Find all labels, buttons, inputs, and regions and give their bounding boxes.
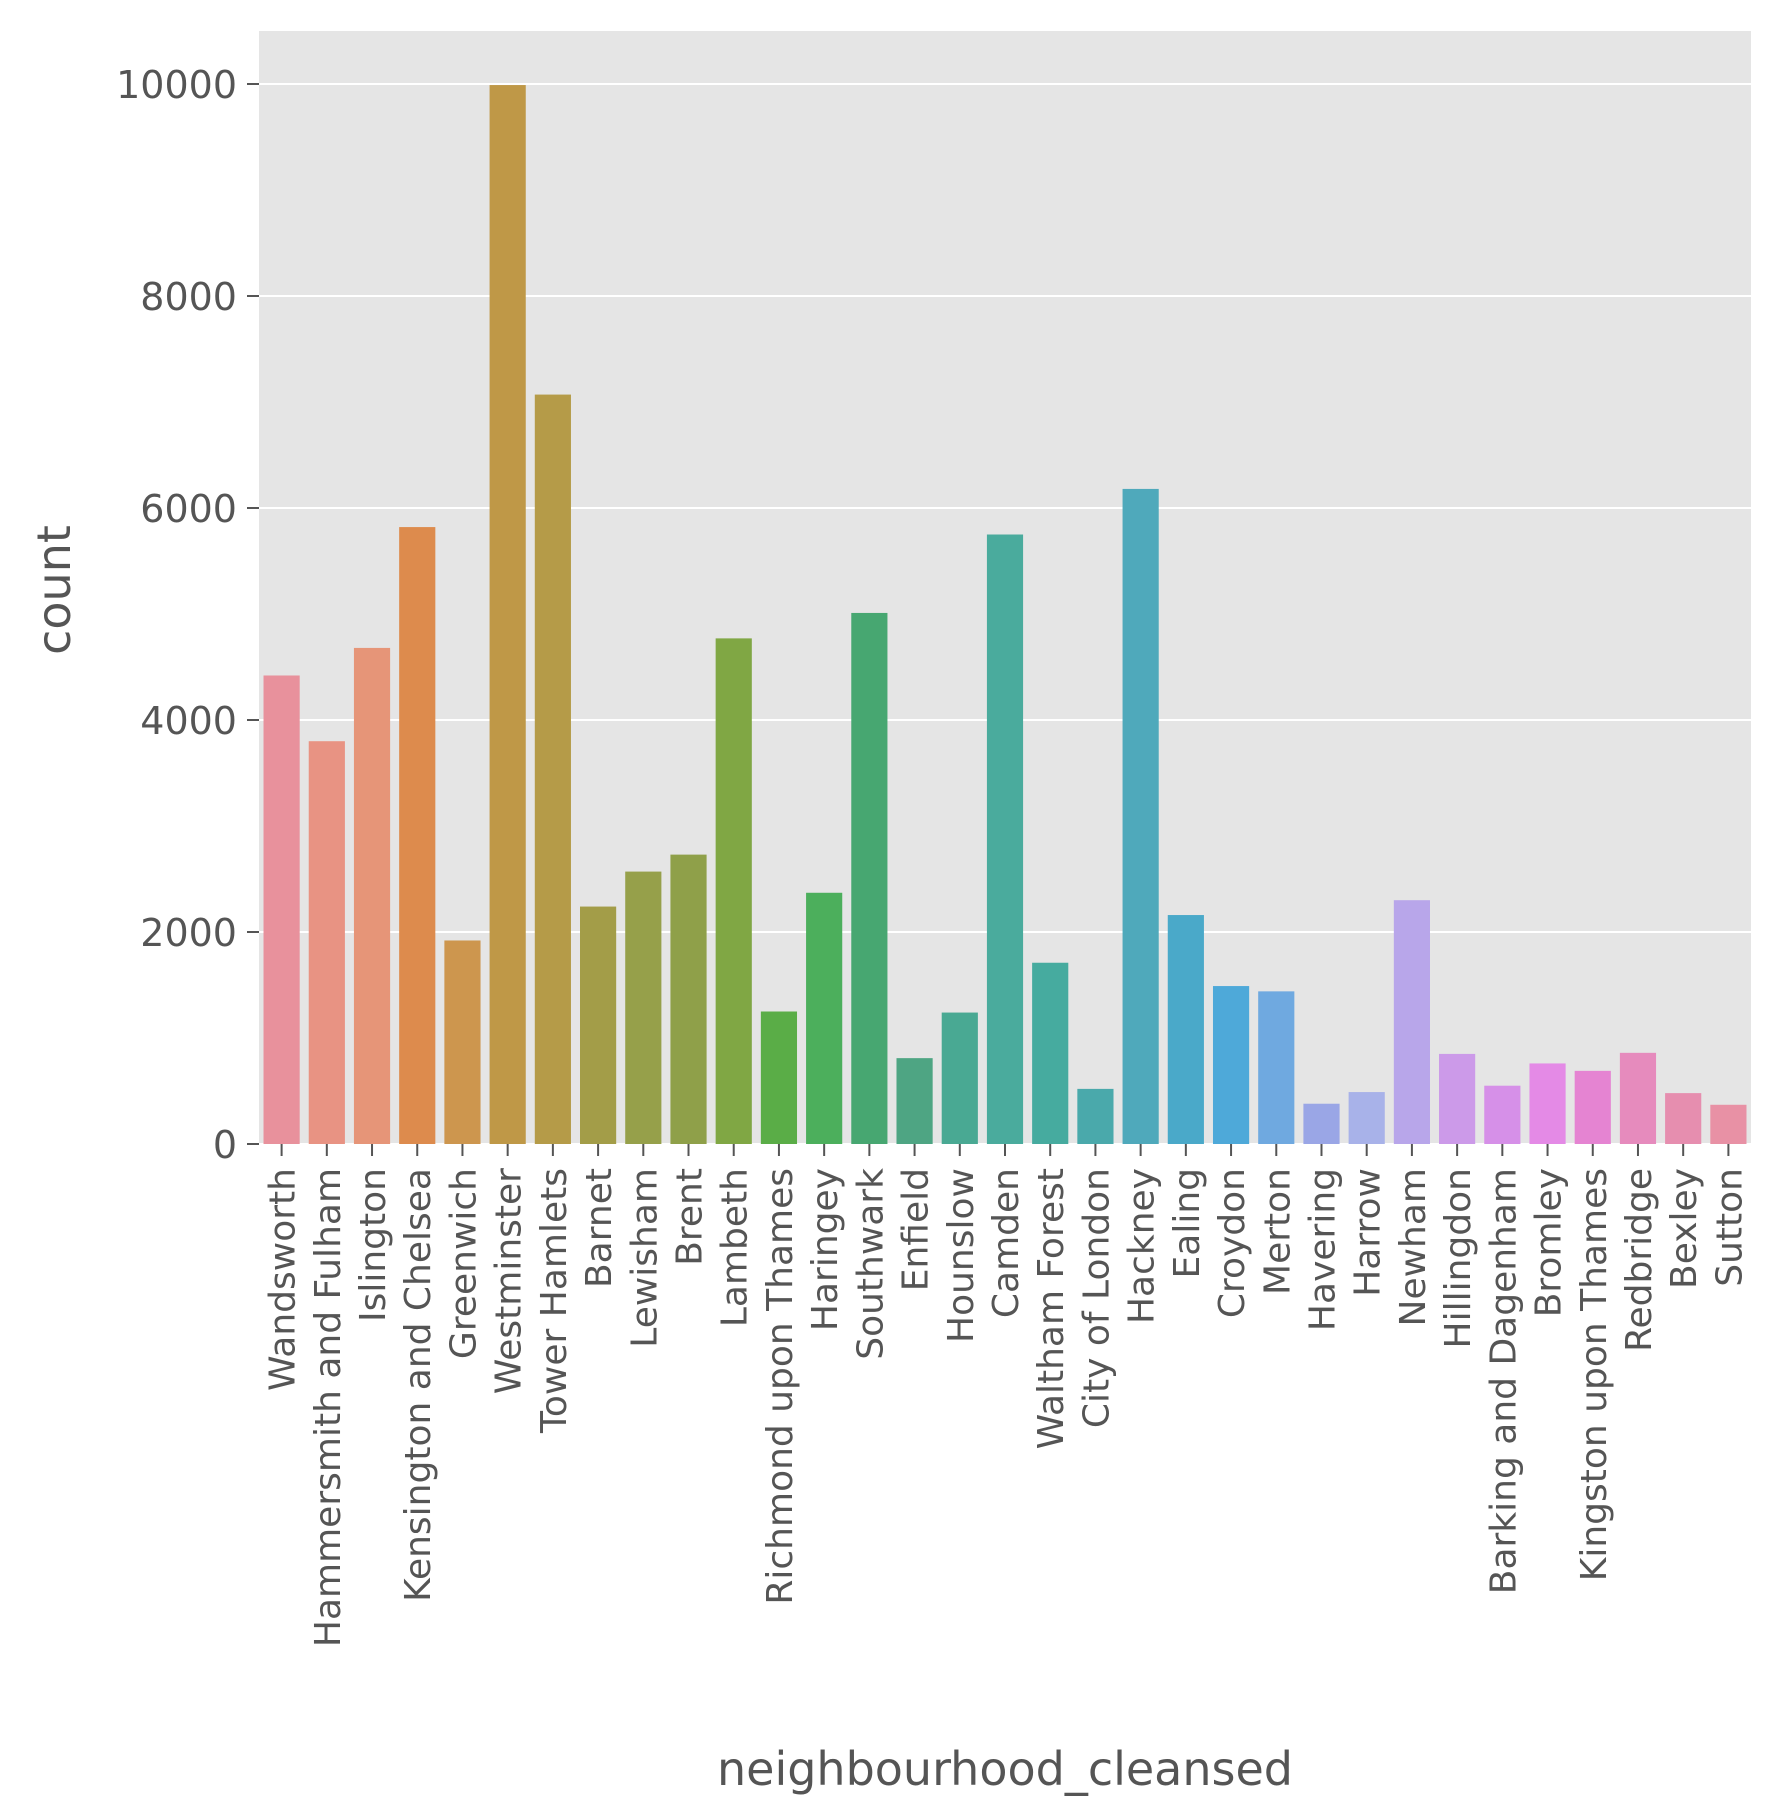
x-tick-label: Brent: [670, 1168, 711, 1266]
x-tick-label: Enfield: [896, 1168, 937, 1291]
bar-croydon: [1212, 986, 1250, 1144]
y-axis-label: count: [27, 525, 81, 655]
bar-harrow: [1348, 1092, 1385, 1144]
x-tick-label: Richmond upon Thames: [760, 1168, 801, 1605]
bar-kensington-and-chelsea: [399, 527, 436, 1144]
x-tick-label: Hillingdon: [1438, 1168, 1479, 1348]
x-tick-label: Croydon: [1212, 1168, 1253, 1318]
x-tick-label: Merton: [1257, 1168, 1298, 1295]
bar-kingston-upon-thames: [1574, 1070, 1611, 1144]
x-tick-label: Kensington and Chelsea: [398, 1168, 439, 1602]
x-tick-label: City of London: [1076, 1168, 1117, 1428]
x-tick-label: Sutton: [1709, 1168, 1750, 1287]
y-tick-label: 0: [213, 1123, 237, 1167]
x-tick-label: Bexley: [1664, 1168, 1705, 1289]
bar-southwark: [851, 612, 888, 1144]
y-tick-label: 8000: [140, 275, 237, 319]
x-tick-label: Harrow: [1348, 1168, 1389, 1297]
bar-sutton: [1710, 1104, 1747, 1144]
x-tick-label: Westminster: [489, 1168, 530, 1394]
x-tick-label: Tower Hamlets: [534, 1168, 575, 1434]
x-tick-label: Wandsworth: [263, 1168, 304, 1391]
x-tick-label: Islington: [353, 1168, 394, 1322]
bar-hackney: [1122, 488, 1159, 1144]
x-tick-label: Hounslow: [941, 1168, 982, 1343]
y-tick-label: 6000: [140, 487, 237, 531]
x-tick-label: Newham: [1393, 1168, 1434, 1326]
x-tick-label: Waltham Forest: [1031, 1168, 1072, 1449]
x-tick-label: Southwark: [850, 1168, 891, 1360]
bar-richmond-upon-thames: [760, 1011, 798, 1144]
x-tick-label: Barnet: [579, 1168, 620, 1288]
bar-lambeth: [715, 638, 752, 1144]
x-tick-label: Lambeth: [715, 1168, 756, 1327]
bar-barking-and-dagenham: [1484, 1085, 1521, 1144]
x-tick-label: Havering: [1302, 1168, 1343, 1331]
y-tick-label: 2000: [140, 911, 237, 955]
x-tick-label: Ealing: [1167, 1168, 1208, 1278]
bar-tower-hamlets: [534, 394, 571, 1145]
bar-brent: [670, 854, 707, 1144]
bar-waltham-forest: [1032, 962, 1069, 1144]
bar-newham: [1393, 900, 1430, 1144]
bar-ealing: [1167, 915, 1204, 1144]
bar-barnet: [580, 906, 617, 1144]
bar-hammersmith-and-fulham: [308, 741, 345, 1144]
bar-hillingdon: [1439, 1053, 1476, 1144]
bar-city-of-london: [1077, 1088, 1114, 1144]
bar-bromley: [1529, 1063, 1566, 1144]
bar-haringey: [806, 892, 843, 1144]
x-tick-label: Camden: [986, 1168, 1027, 1318]
x-tick-label: Redbridge: [1619, 1168, 1660, 1352]
x-tick-label: Barking and Dagenham: [1483, 1168, 1524, 1594]
x-tick-label: Kingston upon Thames: [1574, 1168, 1615, 1581]
bar-enfield: [896, 1058, 933, 1144]
bar-greenwich: [444, 940, 481, 1144]
bar-merton: [1258, 991, 1295, 1144]
x-tick-label: Haringey: [805, 1168, 846, 1331]
bar-hounslow: [941, 1012, 978, 1144]
x-tick-label: Lewisham: [624, 1168, 665, 1348]
x-axis-ticks: Wandsworth Hammersmith and Fulham Islingto…: [263, 1144, 1750, 1647]
bar-bexley: [1665, 1093, 1702, 1144]
y-tick-label: 4000: [140, 699, 237, 743]
bar-redbridge: [1619, 1052, 1657, 1144]
bar-wandsworth: [263, 675, 300, 1144]
bar-lewisham: [625, 871, 662, 1144]
x-tick-label: Greenwich: [443, 1168, 484, 1359]
bar-havering: [1303, 1103, 1340, 1144]
bars: [263, 85, 1747, 1145]
x-axis-label: neighbourhood_cleansed: [717, 1742, 1293, 1796]
y-tick-label: 10000: [116, 63, 237, 107]
x-tick-label: Bromley: [1529, 1168, 1570, 1317]
bar-islington: [353, 647, 391, 1144]
y-axis-ticks: 0 2000 4000 6000 8000 10000: [116, 63, 259, 1167]
x-tick-label: Hackney: [1122, 1168, 1163, 1324]
bar-westminster: [489, 85, 526, 1144]
x-tick-label: Hammersmith and Fulham: [308, 1168, 349, 1647]
bar-camden: [986, 534, 1024, 1144]
